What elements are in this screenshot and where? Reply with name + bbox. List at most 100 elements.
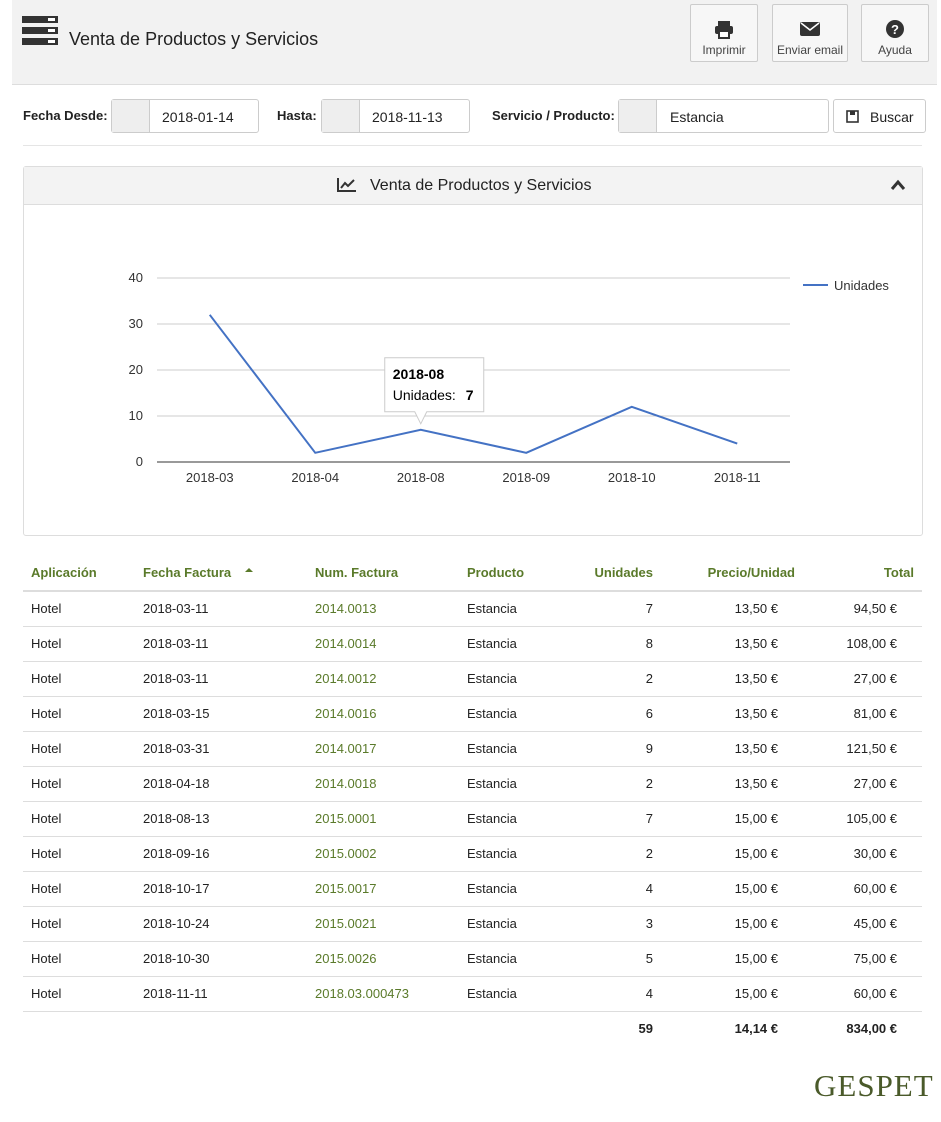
table-cell: 13,50 € <box>734 741 778 756</box>
table-cell: 2018-03-15 <box>143 706 210 721</box>
table-cell: 2 <box>645 671 653 686</box>
table-cell: 2018-03-11 <box>143 671 209 686</box>
button-label: Enviar email <box>776 43 844 57</box>
table-cell: 13,50 € <box>734 776 778 791</box>
divider <box>23 145 922 146</box>
column-header: Producto <box>467 565 525 580</box>
column-header: Num. Factura <box>315 565 399 580</box>
table-cell: 4 <box>645 986 653 1001</box>
x-tick-label: 2018-09 <box>502 470 550 485</box>
table-cell: Hotel <box>31 671 62 686</box>
help-button[interactable]: ? Ayuda <box>861 4 929 62</box>
column-header: Aplicación <box>31 565 97 580</box>
table-cell: Estancia <box>467 741 517 756</box>
table-cell: Hotel <box>31 951 62 966</box>
table-cell: 8 <box>645 636 653 651</box>
header-rule <box>23 590 922 592</box>
table-cell: Hotel <box>31 636 62 651</box>
table-cell: 15,00 € <box>734 951 778 966</box>
row-rule <box>23 1011 922 1012</box>
column-header: Total <box>883 565 914 580</box>
panel-title: Venta de Productos y Servicios <box>370 177 592 194</box>
from-value: 2018-01-14 <box>162 109 234 125</box>
table-cell: 2018-04-18 <box>143 776 210 791</box>
search-button[interactable]: Buscar <box>833 99 926 133</box>
row-rule <box>23 941 922 942</box>
from-input[interactable]: 2018-01-14 <box>111 99 259 133</box>
table-cell: Estancia <box>467 671 517 686</box>
table-cell: 15,00 € <box>734 846 778 861</box>
table-cell: Hotel <box>31 986 62 1001</box>
table-cell: 15,00 € <box>734 881 778 896</box>
panel-header <box>24 167 922 205</box>
row-rule <box>23 976 922 977</box>
row-rule <box>23 626 922 627</box>
row-rule <box>23 836 922 837</box>
table-cell: 2014.0018 <box>315 776 377 791</box>
table-cell: 2018-10-24 <box>143 916 210 931</box>
row-rule <box>23 731 922 732</box>
to-input[interactable]: 2018-11-13 <box>321 99 470 133</box>
table-cell: Estancia <box>467 636 517 651</box>
table-cell: 2014.0016 <box>315 706 377 721</box>
tooltip-label: Unidades: <box>393 387 456 403</box>
table-cell: 121,50 € <box>846 741 897 756</box>
y-tick-label: 30 <box>129 316 143 331</box>
table-cell: 2018-03-11 <box>143 636 209 651</box>
email-button[interactable]: Enviar email <box>772 4 848 62</box>
table-cell: 2018-03-11 <box>143 601 209 616</box>
legend-label: Unidades <box>834 278 889 293</box>
tooltip: 2018-08 Unidades: 7 <box>384 357 485 425</box>
table-cell: 2018-10-17 <box>143 881 210 896</box>
table-cell: 15,00 € <box>734 986 778 1001</box>
tooltip-title: 2018-08 <box>393 366 445 382</box>
row-rule <box>23 906 922 907</box>
table-cell: 2014.0017 <box>315 741 377 756</box>
table-cell: 108,00 € <box>846 636 897 651</box>
table-cell: 2015.0026 <box>315 951 377 966</box>
help-icon: ? <box>886 20 904 38</box>
product-input[interactable]: Estancia <box>618 99 829 133</box>
tooltip-box <box>384 357 485 425</box>
table-cell: 2 <box>645 846 653 861</box>
table-cell: Hotel <box>31 741 62 756</box>
table-cell: Estancia <box>467 846 517 861</box>
button-label: Imprimir <box>702 43 746 57</box>
table-cell: 94,50 € <box>853 601 897 616</box>
table-cell: 2015.0001 <box>315 811 377 826</box>
table-cell: Estancia <box>467 951 517 966</box>
print-button[interactable]: Imprimir <box>690 4 758 62</box>
table-cell: 2014.0013 <box>315 601 377 616</box>
x-tick-label: 2018-11 <box>714 470 761 485</box>
table-cell: 13,50 € <box>734 601 778 616</box>
row-rule <box>23 766 922 767</box>
total-cell: 834,00 € <box>846 1021 897 1036</box>
to-value: 2018-11-13 <box>372 109 443 125</box>
table-cell: 2018-11-11 <box>143 986 208 1001</box>
chart: 0 10 20 30 40 2018-03 2018-04 2018-08 2018-09 201… <box>129 270 890 485</box>
collapse-icon[interactable] <box>890 179 906 191</box>
table-cell: 2015.0002 <box>315 846 377 861</box>
table-cell: Hotel <box>31 601 62 616</box>
chart-panel <box>23 166 923 536</box>
table-cell: 2015.0021 <box>315 916 377 931</box>
header-icon <box>22 16 58 45</box>
print-icon <box>715 21 733 39</box>
table-cell: 7 <box>645 601 653 616</box>
table-cell: Hotel <box>31 846 62 861</box>
table-cell: Estancia <box>467 601 517 616</box>
x-tick-label: 2018-04 <box>291 470 339 485</box>
table-cell: 13,50 € <box>734 671 778 686</box>
x-tick-label: 2018-03 <box>186 470 234 485</box>
table-cell: Estancia <box>467 811 517 826</box>
sort-icon[interactable] <box>244 566 254 574</box>
table-cell: 6 <box>645 706 653 721</box>
row-rule <box>23 871 922 872</box>
tooltip-value: 7 <box>466 387 474 403</box>
table-cell: 27,00 € <box>853 776 897 791</box>
column-header: Fecha Factura <box>143 565 232 580</box>
table-cell: 5 <box>645 951 653 966</box>
table-cell: 7 <box>645 811 653 826</box>
table-cell: 2015.0017 <box>315 881 377 896</box>
product-label: Servicio / Producto: <box>492 108 615 123</box>
